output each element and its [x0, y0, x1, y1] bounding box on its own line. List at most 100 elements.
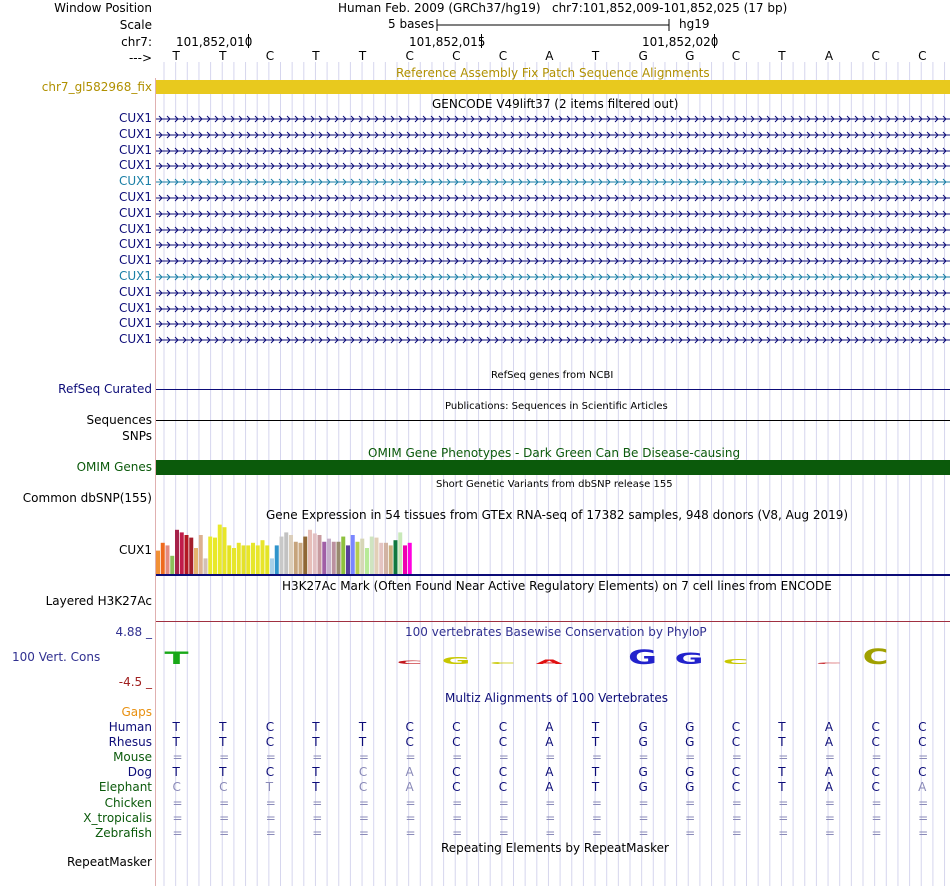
- cons-label[interactable]: 100 Vert. Cons: [12, 650, 101, 664]
- gtex-bar[interactable]: [175, 529, 179, 574]
- gtex-bar[interactable]: [365, 548, 369, 574]
- gencode-gene-feature[interactable]: [156, 130, 950, 140]
- gtex-bar[interactable]: [265, 545, 270, 574]
- gtex-bar[interactable]: [341, 536, 346, 574]
- gtex-bar[interactable]: [189, 537, 194, 574]
- gtex-bar[interactable]: [322, 541, 327, 574]
- gencode-gene-feature[interactable]: [156, 335, 950, 345]
- gencode-gene-feature[interactable]: [156, 193, 950, 203]
- gtex-bar[interactable]: [194, 548, 198, 574]
- gtex-bar[interactable]: [227, 545, 232, 574]
- dbsnp-label[interactable]: Common dbSNP(155): [22, 491, 152, 505]
- gtex-bar[interactable]: [327, 538, 331, 574]
- gencode-gene-feature[interactable]: [156, 288, 950, 298]
- gencode-gene-feature[interactable]: [156, 146, 950, 156]
- omim-label[interactable]: OMIM Genes: [76, 460, 152, 474]
- gencode-gene-label[interactable]: CUX1: [118, 300, 152, 315]
- gencode-gene-feature[interactable]: [156, 319, 950, 329]
- gtex-bar[interactable]: [360, 538, 365, 574]
- gtex-label[interactable]: CUX1: [118, 543, 152, 557]
- gtex-bar-chart[interactable]: [156, 522, 950, 574]
- gtex-bar[interactable]: [260, 540, 265, 574]
- gencode-gene-label[interactable]: CUX1: [118, 269, 152, 283]
- gencode-gene-label[interactable]: CUX1: [118, 221, 152, 236]
- gtex-bar[interactable]: [374, 537, 379, 574]
- gtex-bar[interactable]: [184, 535, 189, 574]
- gencode-gene-label[interactable]: CUX1: [118, 205, 152, 220]
- pubs-label[interactable]: Sequences: [86, 413, 152, 427]
- gtex-bar[interactable]: [246, 545, 251, 574]
- gencode-gene-label[interactable]: CUX1: [118, 284, 152, 299]
- gencode-gene-label[interactable]: CUX1: [118, 237, 152, 252]
- gtex-bar[interactable]: [388, 545, 393, 574]
- gtex-bar[interactable]: [379, 542, 384, 574]
- gencode-gene-label[interactable]: CUX1: [118, 111, 152, 125]
- gencode-gene-feature[interactable]: [156, 272, 950, 282]
- gtex-bar[interactable]: [298, 542, 303, 574]
- gtex-bar[interactable]: [236, 542, 241, 574]
- species-label[interactable]: Dog: [127, 765, 152, 780]
- gtex-bar[interactable]: [160, 542, 165, 574]
- gencode-gene-feature[interactable]: [156, 256, 950, 266]
- gtex-bar[interactable]: [369, 536, 374, 574]
- gtex-bar[interactable]: [289, 535, 293, 574]
- species-label[interactable]: Human: [108, 720, 152, 734]
- gencode-gene-label[interactable]: CUX1: [118, 253, 152, 268]
- gtex-bar[interactable]: [279, 536, 284, 574]
- gtex-bar[interactable]: [403, 545, 407, 574]
- gtex-bar[interactable]: [284, 532, 289, 574]
- species-label[interactable]: Elephant: [98, 780, 152, 795]
- gtex-bar[interactable]: [308, 529, 312, 574]
- gtex-bar[interactable]: [241, 545, 246, 574]
- gtex-bar[interactable]: [170, 555, 175, 574]
- gencode-gene-label[interactable]: CUX1: [118, 158, 152, 173]
- gtex-bar[interactable]: [208, 536, 213, 574]
- gtex-bar[interactable]: [165, 545, 170, 574]
- species-label[interactable]: Mouse: [113, 750, 152, 765]
- gencode-gene-label[interactable]: CUX1: [118, 126, 152, 141]
- gencode-gene-label[interactable]: CUX1: [118, 190, 152, 204]
- fix-track-label[interactable]: chr7_gl582968_fix: [41, 80, 152, 94]
- gencode-gene-feature[interactable]: [156, 209, 950, 219]
- gencode-gene-feature[interactable]: [156, 304, 950, 314]
- fix-patch-bar[interactable]: [156, 80, 950, 94]
- gencode-gene-feature[interactable]: [156, 161, 950, 171]
- refseq-label[interactable]: RefSeq Curated: [58, 382, 152, 396]
- gtex-bar[interactable]: [222, 527, 227, 574]
- gencode-gene-feature[interactable]: [156, 114, 950, 124]
- gtex-bar[interactable]: [251, 542, 255, 574]
- gtex-bar[interactable]: [350, 535, 355, 574]
- species-label[interactable]: Zebrafish: [95, 825, 152, 840]
- gtex-bar[interactable]: [384, 542, 388, 574]
- gtex-bar[interactable]: [331, 541, 336, 574]
- gtex-bar[interactable]: [355, 541, 360, 574]
- omim-bar[interactable]: [156, 460, 950, 475]
- snps-label[interactable]: SNPs: [122, 429, 152, 443]
- gtex-bar[interactable]: [156, 550, 160, 574]
- gtex-bar[interactable]: [274, 545, 279, 574]
- species-label[interactable]: X_tropicalis: [83, 810, 152, 825]
- gtex-bar[interactable]: [213, 537, 217, 574]
- gtex-bar[interactable]: [179, 532, 184, 574]
- species-label[interactable]: Rhesus: [108, 735, 152, 750]
- gtex-bar[interactable]: [232, 548, 236, 574]
- gtex-bar[interactable]: [317, 535, 322, 574]
- gtex-bar[interactable]: [346, 545, 350, 574]
- gencode-gene-feature[interactable]: [156, 225, 950, 235]
- gtex-bar[interactable]: [217, 524, 222, 574]
- gencode-gene-feature[interactable]: [156, 177, 950, 187]
- gtex-bar[interactable]: [398, 532, 403, 574]
- gtex-bar[interactable]: [293, 541, 298, 574]
- gencode-gene-label[interactable]: CUX1: [118, 316, 152, 331]
- repeats-label[interactable]: RepeatMasker: [66, 855, 152, 869]
- gtex-bar[interactable]: [407, 542, 412, 574]
- gtex-bar[interactable]: [393, 540, 398, 574]
- gtex-bar[interactable]: [312, 533, 317, 574]
- gtex-bar[interactable]: [303, 536, 308, 574]
- gencode-gene-feature[interactable]: [156, 240, 950, 250]
- gencode-gene-label[interactable]: CUX1: [118, 174, 152, 189]
- gtex-bar[interactable]: [198, 535, 203, 574]
- species-label[interactable]: Chicken: [104, 795, 152, 810]
- gtex-bar[interactable]: [270, 558, 274, 574]
